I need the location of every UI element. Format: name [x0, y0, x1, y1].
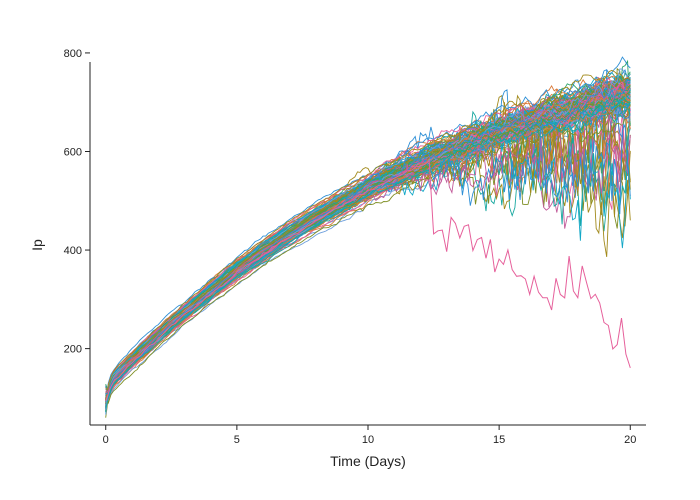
series-line — [105, 93, 631, 408]
series-line — [105, 77, 631, 414]
series-line — [105, 79, 631, 395]
y-tick-label: 400 — [64, 245, 82, 257]
series-line-outlier — [105, 160, 631, 402]
series-line — [105, 99, 631, 403]
x-tick-label: 15 — [493, 434, 505, 446]
y-tick-label: 600 — [64, 146, 82, 158]
x-tick-label: 20 — [624, 434, 636, 446]
x-tick-label: 10 — [362, 434, 374, 446]
series-line — [105, 93, 631, 409]
x-tick-label: 0 — [103, 434, 109, 446]
series-line — [105, 69, 631, 401]
y-tick-label: 800 — [64, 48, 82, 60]
x-axis-title: Time (Days) — [330, 453, 406, 469]
series-line — [105, 99, 631, 404]
series-line — [105, 94, 631, 396]
series-line — [105, 92, 631, 390]
series-line — [105, 99, 631, 401]
series-line — [105, 99, 631, 410]
series-lines — [105, 56, 631, 418]
series-line — [105, 93, 631, 399]
y-axis-title: Ip — [29, 239, 45, 251]
y-tick-label: 200 — [64, 344, 82, 356]
x-tick-label: 5 — [234, 434, 240, 446]
series-line — [105, 91, 631, 415]
ticks: 0 5 10 15 20 200 400 600 800 — [64, 48, 637, 446]
series-line — [105, 95, 631, 394]
series-line — [105, 88, 631, 407]
